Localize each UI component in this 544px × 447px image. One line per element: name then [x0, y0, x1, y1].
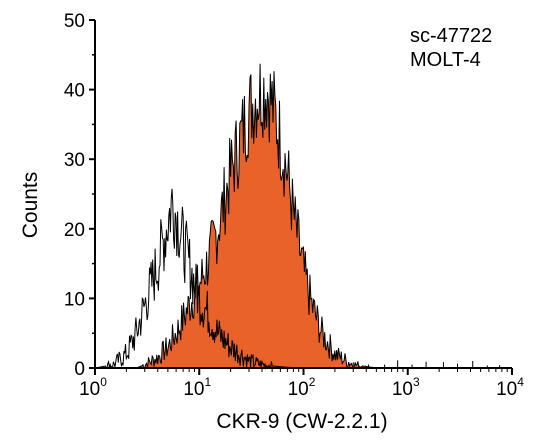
outline-histogram [94, 188, 304, 370]
filled-histogram [136, 63, 377, 370]
y-axis-title: Counts [19, 172, 42, 239]
x-tick-label: 102 [288, 375, 316, 400]
y-tick-label: 30 [64, 150, 85, 171]
x-tick-label: 101 [183, 375, 211, 400]
sample-id-annotation: sc-47722 [410, 25, 492, 47]
cell-line-annotation: MOLT-4 [410, 49, 481, 71]
x-axis-title: CKR-9 (CW-2.2.1) [216, 410, 387, 433]
y-tick-label: 0 [74, 359, 85, 380]
x-tick-label: 103 [392, 375, 420, 400]
y-tick-label: 10 [64, 289, 85, 310]
series-layer [94, 63, 501, 370]
ticks-layer: 0 10 20 30 40 50 100 101 102 103 104 [64, 11, 524, 400]
y-tick-label: 50 [64, 11, 85, 32]
x-tick-label: 104 [496, 375, 524, 400]
y-tick-label: 40 [64, 81, 85, 102]
y-tick-label: 20 [64, 220, 85, 241]
x-tick-label: 100 [79, 375, 107, 400]
